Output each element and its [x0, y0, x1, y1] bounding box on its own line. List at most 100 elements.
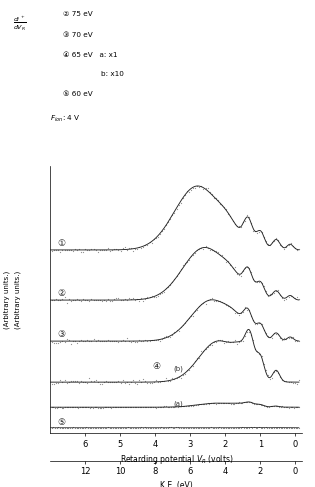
Point — [57, 403, 62, 411]
Point — [197, 302, 202, 310]
Point — [162, 424, 167, 431]
Point — [72, 377, 77, 385]
Point — [129, 424, 134, 431]
Point — [277, 424, 282, 431]
Point — [270, 402, 275, 410]
Point — [132, 403, 137, 411]
Point — [213, 338, 218, 346]
Point — [151, 293, 156, 301]
Point — [71, 424, 76, 431]
Point — [159, 335, 164, 343]
Point — [56, 338, 61, 346]
Point — [224, 258, 229, 266]
Point — [89, 245, 94, 253]
Point — [159, 227, 164, 235]
Point — [244, 263, 249, 271]
Point — [52, 424, 57, 431]
Point — [112, 424, 117, 431]
Point — [52, 339, 57, 347]
Point — [218, 336, 223, 344]
Text: $F_{ion}$: 4 V: $F_{ion}$: 4 V — [50, 113, 81, 124]
Point — [232, 263, 237, 271]
Point — [66, 295, 71, 303]
Point — [62, 246, 67, 254]
Point — [150, 403, 155, 411]
Point — [128, 338, 133, 346]
Point — [211, 194, 216, 202]
Point — [97, 380, 102, 388]
Point — [252, 400, 257, 408]
Point — [71, 403, 76, 411]
Point — [259, 228, 264, 236]
Point — [155, 292, 160, 300]
Point — [107, 404, 112, 412]
Point — [99, 246, 104, 254]
Point — [69, 403, 74, 411]
Point — [155, 336, 160, 344]
Point — [145, 241, 150, 248]
Point — [112, 295, 117, 303]
Point — [190, 424, 195, 432]
Text: (Arbitrary units.): (Arbitrary units.) — [14, 270, 21, 329]
Point — [157, 424, 162, 432]
Point — [159, 403, 164, 411]
Point — [281, 403, 286, 411]
Point — [182, 191, 187, 199]
Point — [217, 423, 222, 431]
Point — [130, 376, 135, 384]
Point — [215, 197, 220, 205]
Point — [178, 200, 183, 207]
Point — [205, 424, 210, 432]
Point — [186, 314, 192, 322]
Point — [182, 259, 187, 267]
Point — [176, 373, 181, 381]
Point — [255, 347, 260, 355]
Point — [172, 403, 177, 411]
Point — [62, 424, 67, 431]
Point — [195, 355, 200, 362]
Point — [170, 331, 175, 339]
Point — [151, 337, 156, 344]
Point — [120, 376, 125, 384]
Point — [176, 201, 181, 209]
Point — [112, 378, 117, 386]
Point — [87, 337, 92, 345]
Point — [174, 375, 179, 382]
Point — [142, 424, 147, 431]
Point — [95, 296, 100, 303]
Point — [110, 246, 115, 254]
Point — [101, 378, 106, 386]
Point — [293, 424, 298, 431]
Point — [251, 317, 256, 324]
Point — [238, 337, 243, 344]
Point — [116, 294, 121, 302]
Point — [163, 403, 169, 411]
Point — [64, 246, 69, 254]
Point — [78, 298, 83, 305]
Point — [168, 333, 173, 341]
Point — [223, 399, 228, 407]
Point — [139, 378, 144, 386]
Point — [134, 424, 139, 431]
Point — [72, 424, 77, 431]
Point — [195, 424, 200, 431]
Point — [167, 403, 172, 411]
Point — [265, 424, 270, 431]
Point — [172, 424, 177, 431]
Point — [130, 424, 135, 431]
Point — [273, 367, 278, 375]
Point — [141, 298, 146, 305]
Point — [143, 336, 148, 344]
Point — [280, 294, 285, 301]
Point — [253, 424, 258, 431]
Point — [157, 403, 162, 411]
Point — [56, 424, 61, 431]
Point — [93, 376, 98, 384]
Point — [81, 337, 86, 344]
Point — [99, 297, 104, 304]
Point — [140, 403, 146, 411]
Point — [110, 337, 115, 344]
Point — [283, 403, 288, 411]
Point — [272, 330, 277, 337]
Text: ⑤ 60 eV: ⑤ 60 eV — [63, 91, 93, 97]
